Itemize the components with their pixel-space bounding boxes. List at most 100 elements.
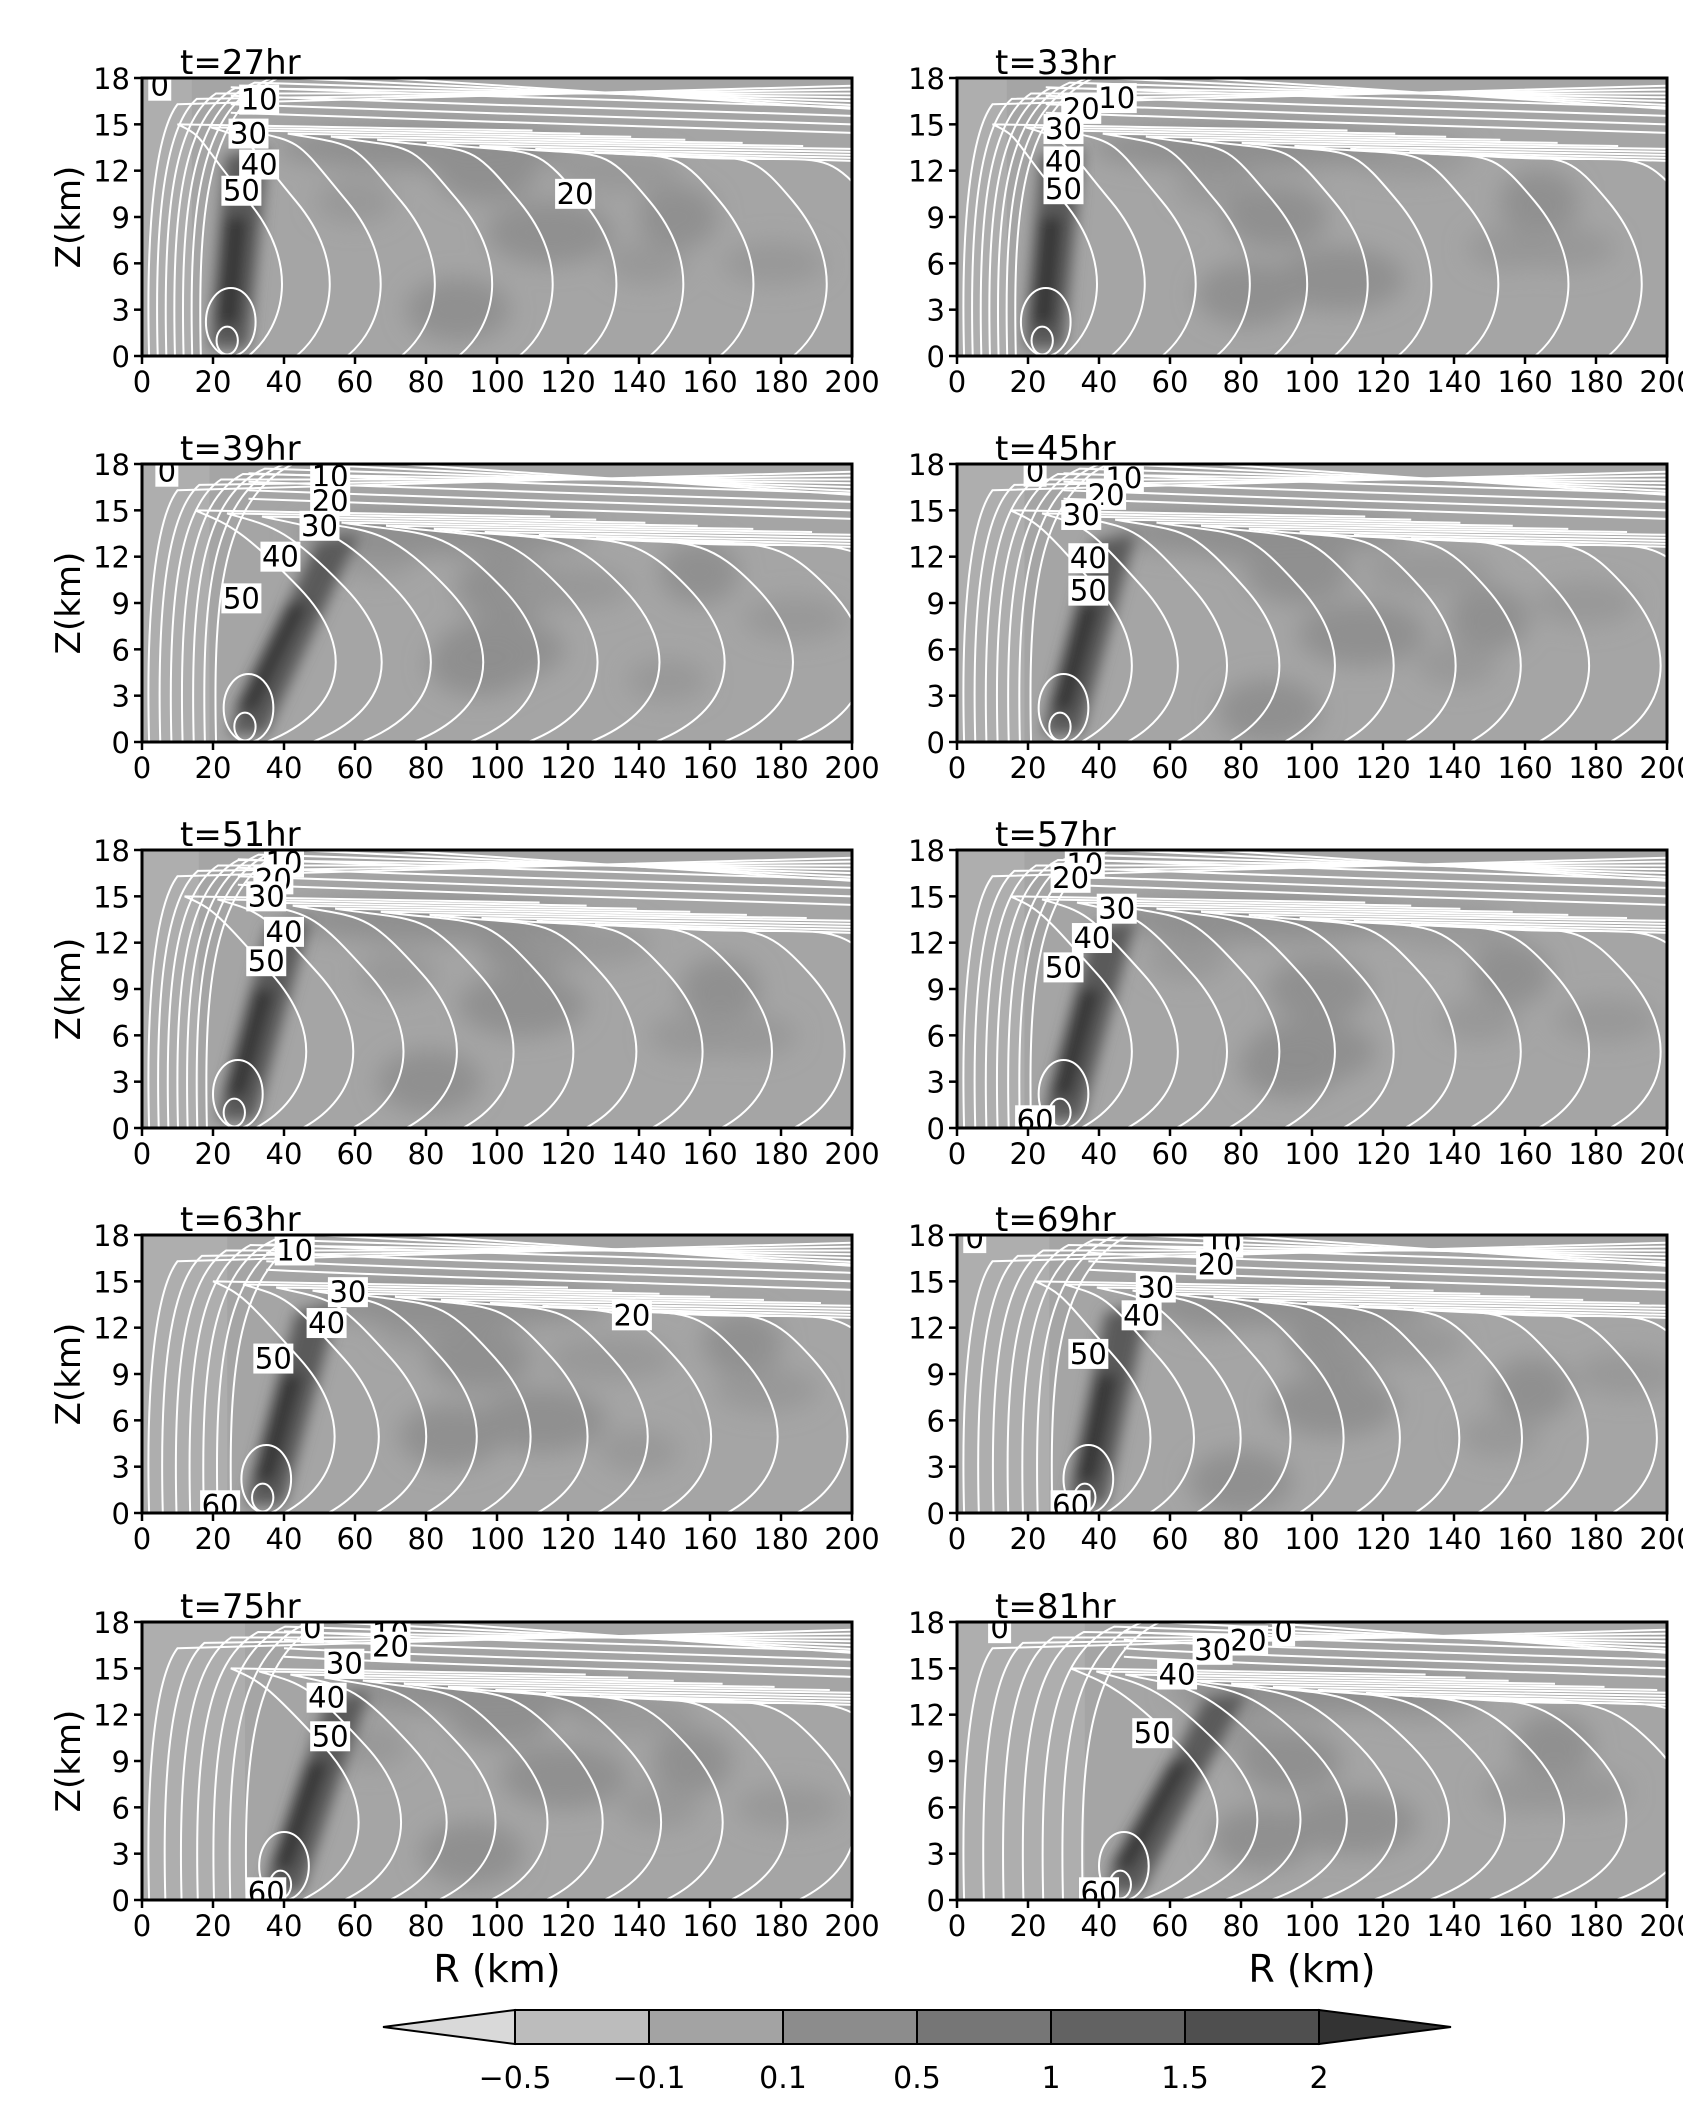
outer-contour: [341, 521, 754, 742]
contour-label-text: 60: [202, 1488, 239, 1522]
contour-label: 30: [246, 879, 287, 913]
outer-contour: [247, 129, 632, 356]
shading-blob: [606, 241, 687, 286]
y-tick-label: 15: [908, 880, 945, 914]
y-tick-label: 0: [112, 1884, 130, 1918]
x-tick-label: 140: [1426, 1909, 1481, 1943]
outer-contour: [1200, 524, 1628, 742]
x-tick-label: 20: [1010, 1522, 1047, 1556]
x-tick-label: 120: [1355, 1137, 1410, 1171]
shading-blob: [1269, 1372, 1398, 1437]
inner-contour: [1005, 78, 1667, 356]
x-tick-label: 80: [1223, 1137, 1260, 1171]
x-tick-label: 180: [753, 751, 808, 785]
contour-label-text: 50: [248, 944, 285, 978]
outer-contour: [1062, 129, 1447, 356]
outer-contour: [258, 1670, 629, 1900]
y-axis-label: Z(km): [49, 1710, 89, 1813]
inner-contour: [192, 467, 852, 742]
y-tick-label: 6: [927, 247, 945, 281]
y-tick-label: 12: [93, 155, 130, 189]
contour-label-bg: [1192, 1634, 1233, 1665]
eyewall: [1042, 919, 1136, 1121]
x-tick-label: 120: [540, 1522, 595, 1556]
max-wind-contour: [222, 1097, 246, 1128]
outflow-contour: [1123, 1647, 1667, 1670]
contour-label: 40: [1071, 921, 1112, 955]
inner-contour: [977, 1245, 1667, 1513]
y-tick-label: 12: [93, 1699, 130, 1733]
contour-label-text: 10: [276, 1233, 313, 1267]
y-tick-label: 0: [112, 726, 130, 760]
contour-label: 50: [253, 1342, 294, 1376]
x-tick-label: 0: [133, 751, 151, 785]
inner-contour: [1029, 464, 1667, 742]
inner-contour: [962, 1628, 1667, 1900]
shading-blob: [680, 957, 761, 1021]
outer-contour: [1096, 1286, 1481, 1513]
x-tick-label: 40: [266, 751, 303, 785]
contour-label-text: 40: [308, 1681, 345, 1715]
shading-blob: [1575, 1352, 1667, 1396]
x-tick-label: 120: [540, 1909, 595, 1943]
contour-label: 30: [228, 117, 269, 151]
eyewall-core: [1049, 603, 1102, 712]
contour-label-bg: [1071, 923, 1112, 954]
eyewall-core: [216, 217, 248, 326]
y-tick-label: 18: [908, 1606, 945, 1640]
contour-label-text: 40: [1159, 1658, 1196, 1692]
x-tick-label: 180: [1568, 1522, 1623, 1556]
x-tick-label: 200: [824, 365, 879, 399]
outer-contour: [212, 1280, 569, 1513]
panel-9: 0102030405060t=75hr036912151802040608010…: [49, 1587, 880, 1943]
contour-label: 0: [1023, 464, 1047, 489]
shading-blob: [1297, 601, 1426, 666]
contour-label-text: 50: [1070, 1337, 1107, 1371]
outer-contour: [1192, 1679, 1605, 1900]
contour-label: 40: [1121, 1298, 1162, 1332]
colorbar-label: −0.1: [613, 2061, 686, 2096]
outer-contour: [656, 1698, 852, 1714]
contour-label-bg: [324, 1648, 365, 1679]
outer-contour: [194, 509, 551, 742]
y-tick-label: 12: [908, 541, 945, 575]
outer-contour: [362, 1679, 775, 1900]
x-tick-label: 20: [195, 1137, 232, 1171]
contour-label-bg: [327, 1277, 368, 1308]
outflow-contour: [1063, 489, 1667, 512]
contour-label-text: 30: [1194, 1633, 1231, 1667]
inner-contour: [176, 859, 852, 1128]
max-wind-contour: [215, 325, 239, 356]
inner-contour: [973, 860, 1667, 1128]
y-tick-label: 9: [112, 201, 130, 235]
y-tick-label: 12: [93, 1312, 130, 1346]
x-tick-label: 200: [1639, 365, 1683, 399]
contour-label-text: 20: [557, 177, 594, 211]
x-tick-label: 80: [1223, 365, 1260, 399]
inner-contour: [995, 859, 1667, 1128]
x-tick-label: 140: [611, 1522, 666, 1556]
colorbar-label: 1.5: [1161, 2061, 1209, 2096]
wind-contours: [962, 464, 1667, 742]
inner-contour: [228, 1622, 852, 1900]
inner-contour: [196, 1631, 852, 1900]
contour-label-bg: [260, 541, 301, 572]
y-tick-label: 0: [927, 726, 945, 760]
y-tick-label: 3: [112, 680, 130, 714]
x-tick-label: 40: [1081, 365, 1118, 399]
contour-label-bg: [1079, 1877, 1119, 1900]
contour-label: 50: [246, 944, 287, 978]
x-tick-label: 100: [469, 1137, 524, 1171]
contour-label-bg: [253, 1343, 294, 1374]
outflow-contour: [266, 1260, 852, 1283]
contour-label-text: 50: [223, 174, 260, 208]
x-tick-label: 100: [469, 1909, 524, 1943]
contour-label: 60: [246, 1875, 287, 1900]
eyewall-core: [269, 1761, 330, 1870]
eye-region: [957, 1622, 1085, 1900]
shading-blob: [714, 1367, 819, 1412]
contour-label-text: 0: [966, 1221, 984, 1255]
